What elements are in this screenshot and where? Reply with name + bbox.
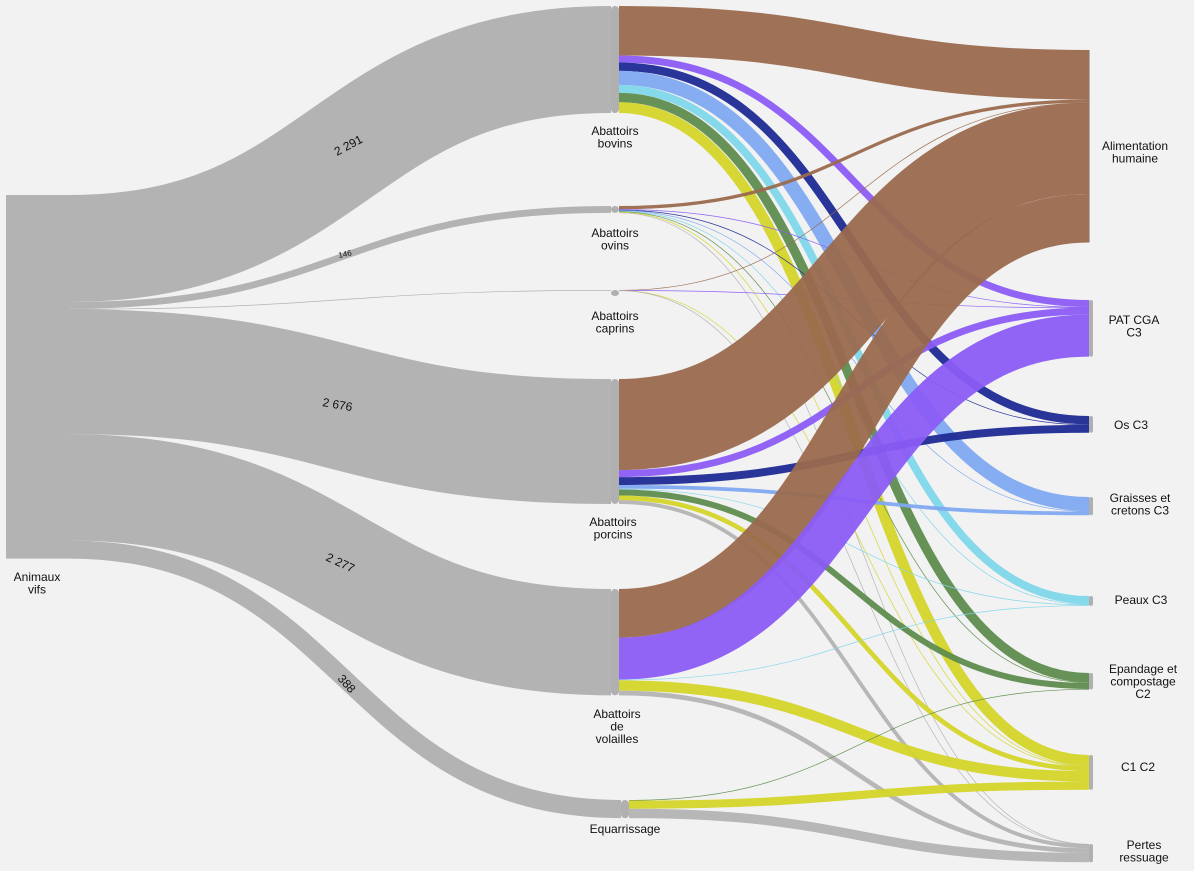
node-label-abattoirs-bovins: Abattoirs bovins [591,124,638,151]
flow-abattoirs_ovins-to-alimentation_humaine [618,99,1090,210]
node-label-abattoirs-porcins: Abattoirs porcins [589,515,636,542]
node-label-c1-c2: C1 C2 [1121,760,1155,774]
flow-animaux_vifs-to-abattoirs_volailles [68,434,612,696]
flow-abattoirs_porcins-to-c1_c2 [618,495,1090,772]
flow-abattoirs_volailles-to-c1_c2 [618,680,1090,782]
node-label-epandage-compostage-c2: Epandage et compostage C2 [1109,662,1178,701]
node-abattoirs-caprins [611,290,619,296]
flow-abattoirs_ovins-to-graisses_cretons_c3 [618,210,1090,512]
node-os-c3 [1089,416,1093,433]
node-label-abattoirs-ovins: Abattoirs ovins [591,226,638,253]
node-pat-cga-c3 [1089,300,1093,357]
node-graisses-cretons-c3 [1089,497,1093,516]
flow-animaux_vifs-to-abattoirs_bovins [68,5,612,302]
node-equarrissage [621,800,629,819]
flow-abattoirs_porcins-to-alimentation_humaine [617,102,1091,471]
flow-abattoirs_caprins-to-pertes_ressuage [618,290,1090,846]
flow-abattoirs_volailles-to-peaux_c3 [618,605,1090,681]
node-c1-c2 [1089,755,1093,790]
flows-layer [68,5,1091,863]
node-label-pertes-ressuage: Pertes ressuage [1119,838,1169,865]
node-epandage-compostage-c2 [1089,673,1093,690]
flow-label-porcins: 2 676 [321,395,353,414]
node-label-graisses-cretons-c3: Graisses et cretons C3 [1110,491,1171,518]
flow-abattoirs_bovins-to-alimentation_humaine [618,6,1090,100]
node-label-pat-cga-c3: PAT CGA C3 [1109,313,1160,340]
node-abattoirs-volailles [611,589,619,696]
flow-animaux_vifs-to-abattoirs_ovins [68,205,612,309]
node-pertes-ressuage [1089,844,1093,863]
node-labels-layer: Animaux vifs Abattoirs bovins Abattoirs ovins… [14,124,1178,865]
flow-animaux_vifs-to-equarrissage [68,540,622,819]
node-alimentation-humaine [1089,50,1090,243]
node-label-equarrissage: Equarrissage [590,822,661,836]
flow-equarrissage-to-c1_c2 [628,781,1090,809]
flow-abattoirs_bovins-to-pat_cga_c3 [618,55,1090,308]
flow-animaux_vifs-to-abattoirs_caprins [68,290,612,310]
flow-label-ovins: 146 [338,248,353,260]
flow-abattoirs_caprins-to-alimentation_humaine [618,102,1090,291]
node-abattoirs-porcins [611,379,619,504]
node-label-peaux-c3: Peaux C3 [1115,593,1168,607]
node-label-abattoirs-caprins: Abattoirs caprins [591,309,638,336]
node-peaux-c3 [1089,596,1093,606]
flow-abattoirs_volailles-to-alimentation_humaine [618,193,1090,638]
flow-abattoirs_volailles-to-pat_cga_c3 [618,314,1090,680]
flow-abattoirs_porcins-to-pertes_ressuage [618,500,1090,849]
node-label-os-c3: Os C3 [1114,418,1148,432]
node-abattoirs-ovins [611,206,619,213]
node-animaux-vifs [6,195,69,559]
flow-abattoirs_porcins-to-epandage_compostage_c2 [618,489,1090,689]
flow-animaux_vifs-to-abattoirs_porcins [68,309,612,504]
node-label-abattoirs-volailles: Abattoirs de volailles [593,707,640,746]
flow-abattoirs_volailles-to-pertes_ressuage [618,690,1090,853]
node-label-animaux-vifs: Animaux vifs [14,570,61,597]
node-abattoirs-bovins [611,6,619,113]
flow-equarrissage-to-epandage_compostage_c2 [628,688,1090,801]
flow-abattoirs_porcins-to-peaux_c3 [618,488,1090,606]
nodes-layer [6,6,1093,863]
node-label-alimentation-humaine: Alimentation humaine [1102,139,1168,166]
flow-equarrissage-to-pertes_ressuage [628,808,1090,863]
